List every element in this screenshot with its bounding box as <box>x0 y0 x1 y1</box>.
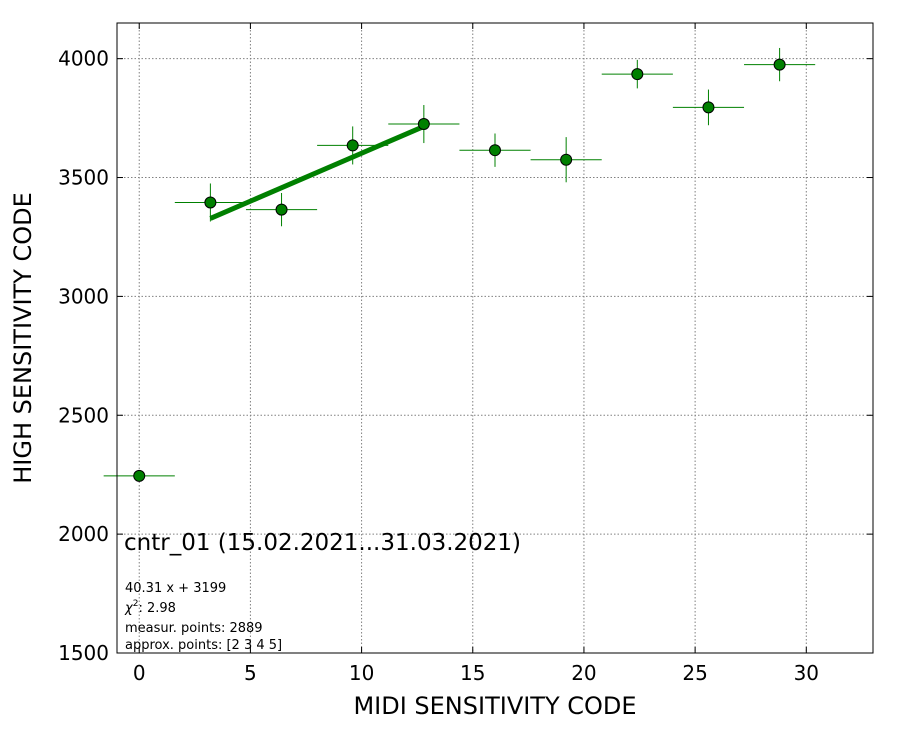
chart-title: cntr_01 (15.02.2021...31.03.2021) <box>124 530 521 556</box>
chi2-symbol: χ <box>124 601 134 616</box>
data-point <box>489 144 501 157</box>
x-tick-label: 10 <box>349 661 374 685</box>
x-tick-label: 5 <box>244 661 257 685</box>
x-tick-label: 30 <box>794 661 819 685</box>
fit-line <box>209 124 425 221</box>
data-point <box>133 469 146 482</box>
plot-frame <box>116 22 874 654</box>
x-tick-label: 25 <box>682 661 707 685</box>
grid <box>117 23 873 654</box>
fit-line-group <box>209 124 425 221</box>
measur-points: measur. points: 2889 <box>125 621 263 636</box>
plot-background <box>117 23 873 653</box>
chi2-annotation: χ2: 2.98 <box>124 599 176 616</box>
y-axis-label: HIGH SENSITIVITY CODE <box>9 192 37 484</box>
data-point <box>560 153 573 166</box>
x-tick-label: 0 <box>133 661 146 685</box>
data-point <box>275 203 288 216</box>
approx-points: approx. points: [2 3 4 5] <box>125 638 282 653</box>
x-axis-label: MIDI SENSITIVITY CODE <box>353 692 636 720</box>
y-tick-label: 2000 <box>58 522 109 546</box>
data-point <box>204 196 217 209</box>
data-points <box>133 58 786 482</box>
chi2-superscript: 2 <box>133 599 139 609</box>
data-point <box>631 68 644 81</box>
y-tick-label: 2500 <box>58 403 109 427</box>
chi2-value: : 2.98 <box>138 601 175 616</box>
x-tick-label: 15 <box>460 661 485 685</box>
data-point <box>417 118 430 131</box>
data-point <box>346 139 359 152</box>
data-point <box>773 58 786 71</box>
x-tick-label: 20 <box>571 661 596 685</box>
y-tick-label: 3500 <box>58 166 109 190</box>
data-point <box>702 101 715 114</box>
axis-ticks: 0 5 10 15 20 25 30 1500 2000 2500 3000 3500 4000 <box>58 23 873 685</box>
y-tick-label: 3000 <box>58 284 109 308</box>
y-tick-label: 1500 <box>58 641 109 665</box>
fit-equation: 40.31 x + 3199 <box>125 581 226 596</box>
y-tick-label: 4000 <box>58 47 109 71</box>
